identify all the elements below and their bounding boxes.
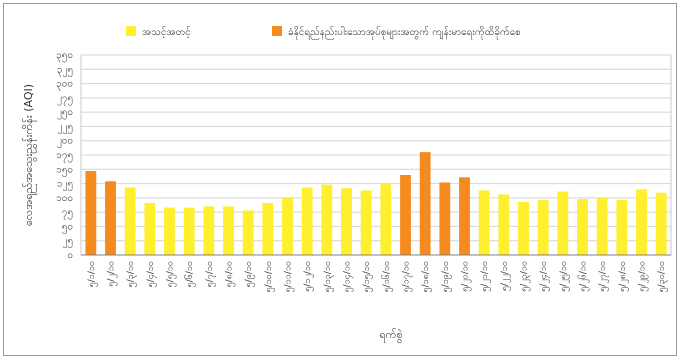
chart-frame: ၀၂၅ ၅၀ ၇၅ ၁၀၀ ၁၂၅ ၁၅၀ ၁၇၅ ၂၀၀ ၂၂၅ ၂၅၀ ၂၇၅ ၃၀၀ ၃၂၅ ၃၅၀… (3, 3, 677, 356)
x-tick-label: ၅/၁၆/၁၀ (381, 261, 393, 292)
bar-18 (419, 152, 431, 255)
x-tick-label: ၅/၃၀/၁၀ (657, 261, 668, 292)
bar-25 (557, 191, 569, 255)
bar-3 (124, 187, 136, 255)
x-tick-label: ၅/၁၁/၁၀ (284, 261, 295, 292)
y-tick-label: ၂၅ (62, 236, 73, 249)
x-tick-label: ၅/၁၇/၁၀ (402, 261, 413, 292)
bar-5 (164, 207, 175, 255)
bar-4 (144, 203, 156, 255)
y-tick-label: ၁၂၅ (57, 179, 73, 192)
bar-21 (478, 190, 490, 255)
bar-8 (223, 206, 234, 255)
bar-12 (301, 187, 313, 255)
bar-23 (518, 201, 529, 255)
bar-26 (577, 199, 588, 255)
x-tick-label: ၅/၁၀/၁၀ (264, 261, 275, 292)
x-tick-label: ၅/၂၅/၁၀ (559, 261, 570, 292)
bar-20 (459, 177, 470, 255)
bar-13 (321, 184, 333, 255)
y-tick-label: ၂၂၅ (58, 121, 73, 134)
y-tick-label: ၂၀၀ (57, 136, 73, 149)
x-tick-label: ၅/၂၂/၁၀ (500, 261, 511, 291)
y-tick-label: ၂၇၅ (57, 93, 73, 106)
bar-22 (498, 194, 510, 255)
y-tick-label: ၁၀၀ (56, 193, 73, 204)
y-tick-label: ၀ (67, 250, 73, 261)
x-tick-label: ၅/၂/၁၀ (107, 261, 118, 287)
bar-14 (341, 188, 352, 255)
x-tick-label: ၅/၅/၁၀ (166, 261, 177, 287)
x-tick-label: ၅/၂၈/၁၀ (618, 261, 629, 292)
x-tick-label: ၅/၁၈/၁၀ (421, 261, 432, 292)
x-tick-label: ၅/၇/၁၀ (205, 261, 216, 287)
bar-7 (203, 206, 215, 255)
x-tick-label: ၅/၂၄/၁၀ (539, 261, 550, 292)
x-tick-label: ၅/၆/၁၀ (184, 261, 196, 287)
legend-label-2: ခံနိုင်ရည်နည်းပါးသောအုပ်စုများအတွက် ကျန်… (288, 25, 521, 40)
x-tick-label: ၅/၁၉/၁၀ (441, 261, 452, 292)
x-tick-label: ၅/၈/၁၀ (225, 261, 236, 287)
bar-30 (655, 192, 667, 255)
bar-29 (636, 189, 647, 255)
x-tick-label: ၅/၁၅/၁၀ (362, 261, 373, 292)
bar-16 (380, 184, 392, 255)
bar-1 (85, 171, 97, 255)
bar-2 (105, 181, 116, 255)
x-tick-label: ၅/၁၄/၁၀ (343, 261, 354, 292)
x-tick-label: ၅/၁/၁၀ (87, 261, 98, 287)
x-tick-label: ၅/၂၀/၁၀ (461, 261, 472, 292)
y-tick-label: ၃၀၀ (56, 79, 73, 92)
x-axis-title: ရက်စွဲ (379, 328, 402, 343)
x-tick-label: ၅/၂၃/၁၀ (520, 261, 531, 292)
y-axis-title: လေအရည်အသွေးညွှန်းကိန်း (AQI) (22, 84, 37, 226)
y-tick-label: ၂၅၀ (57, 107, 73, 120)
y-tick-label: ၇၅ (62, 207, 73, 220)
bar-17 (400, 175, 411, 255)
y-tick-label: ၅၀ (62, 221, 73, 234)
y-tick-label: ၁၇၅ (56, 150, 73, 163)
y-tick-label: ၃၅၀ (56, 50, 73, 63)
bar-10 (262, 203, 274, 255)
x-tick-label: ၅/၃/၁၀ (126, 261, 137, 287)
bar-28 (616, 200, 628, 255)
x-tick-label: ၅/၉/၁၀ (244, 261, 255, 287)
x-tick-label: ၅/၂၆/၁၀ (578, 261, 590, 292)
y-tick-label: ၁၅၀ (56, 164, 73, 177)
legend-swatch-1 (126, 26, 136, 36)
bar-15 (360, 190, 372, 255)
bar-11 (282, 197, 293, 255)
x-tick-label: ၅/၁၂/၁၀ (303, 261, 314, 292)
y-tick-label: ၃၂၅ (57, 64, 73, 77)
bar-24 (537, 200, 549, 255)
x-tick-label: ၅/၁၃/၁၀ (323, 261, 334, 292)
bar-6 (183, 207, 195, 255)
x-tick-label: ၅/၂၉/၁၀ (638, 261, 649, 292)
bar-27 (596, 197, 608, 255)
legend-swatch-2 (272, 26, 282, 36)
x-tick-label: ၅/၂၇/၁၀ (598, 261, 609, 292)
x-tick-label: ၅/၄/၁၀ (146, 261, 157, 287)
bar-9 (242, 210, 254, 255)
legend-label-1: အသင့်အတင့် (142, 25, 191, 39)
x-tick-label: ၅/၂၁/၁၀ (480, 261, 491, 292)
bar-19 (439, 182, 451, 255)
